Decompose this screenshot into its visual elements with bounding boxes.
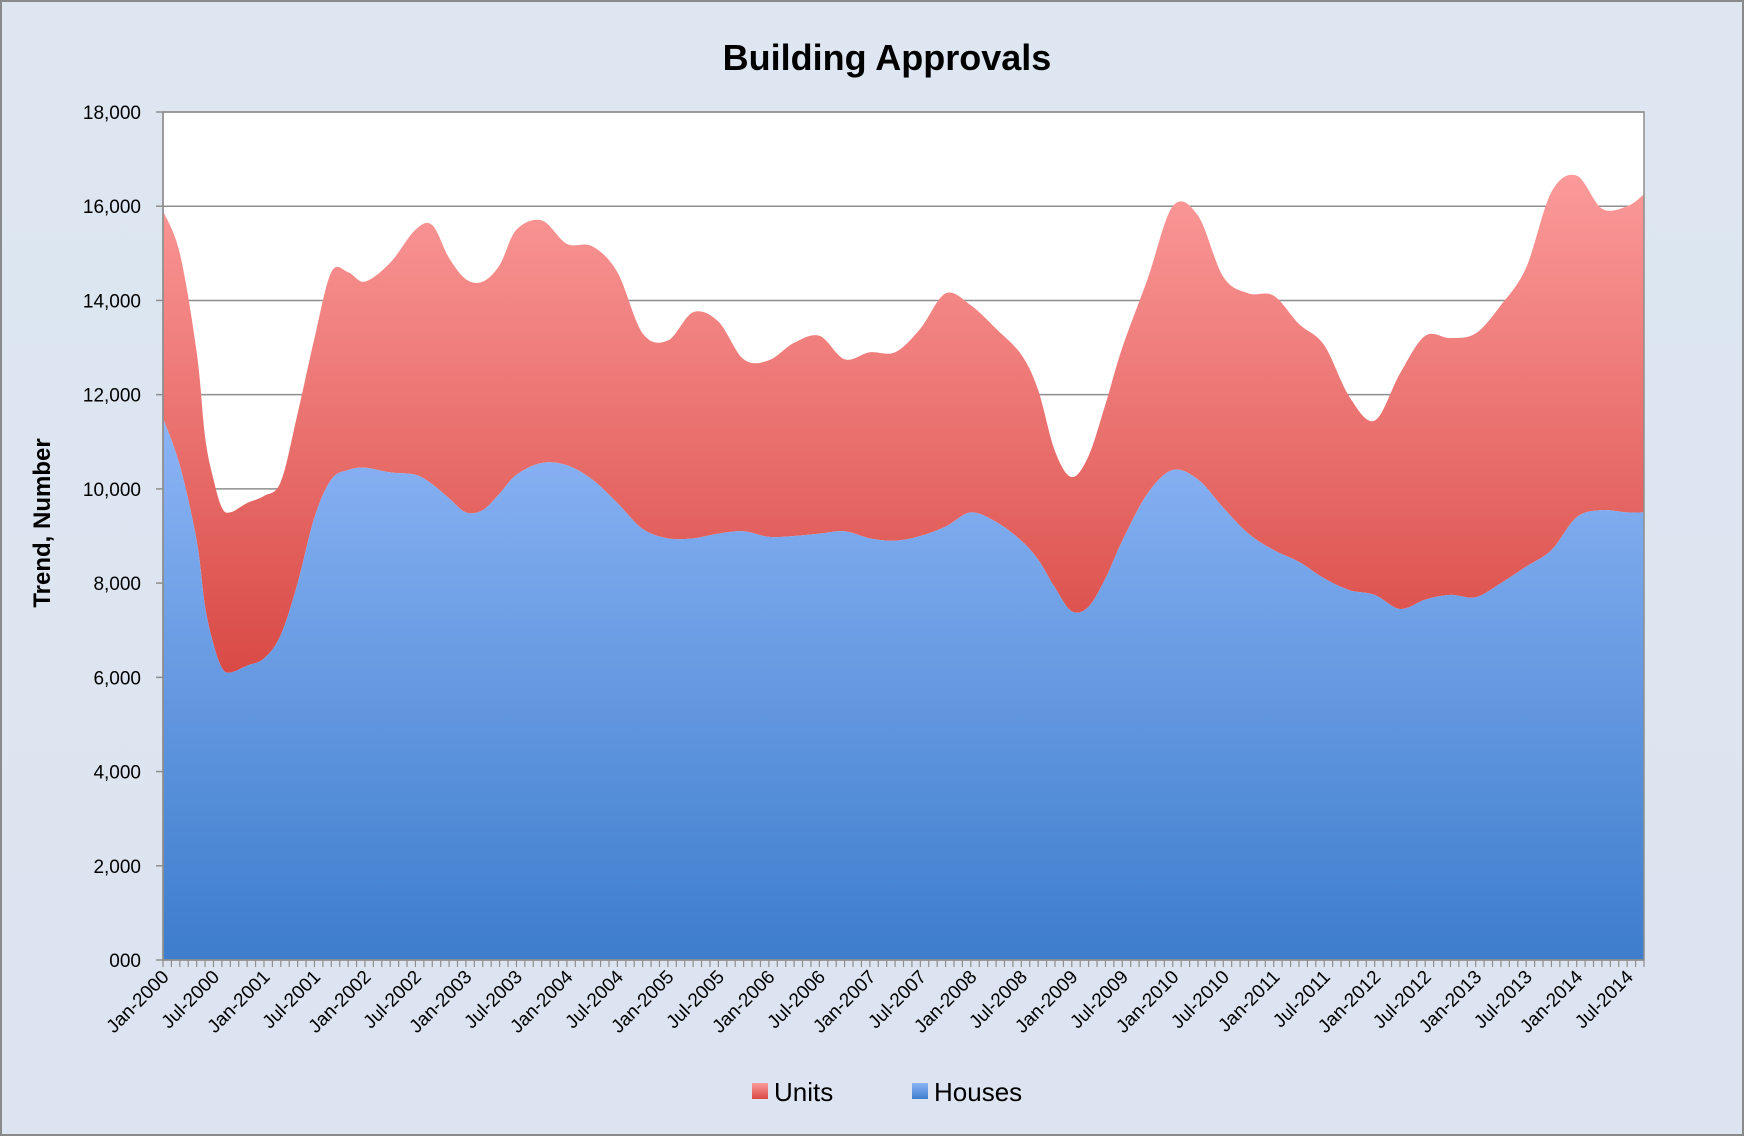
- y-axis-ticks: 000 2,000 4,000 6,000 8,000 10,000 12,000 14,00…: [83, 103, 163, 972]
- y-tick-label: 6,000: [93, 668, 141, 689]
- y-tick-label: 14,000: [83, 291, 141, 312]
- series-areas: [163, 174, 1644, 960]
- legend-label-units: Units: [774, 1077, 833, 1107]
- y-tick-label: 8,000: [93, 574, 141, 595]
- y-axis-title: Trend, Number: [29, 438, 56, 607]
- series-area-houses: [163, 418, 1644, 960]
- y-tick-label: 18,000: [83, 103, 141, 124]
- y-tick-label: 16,000: [83, 197, 141, 218]
- y-tick-label: 000: [109, 951, 141, 972]
- y-tick-label: 2,000: [93, 857, 141, 878]
- series-area-units: [163, 174, 1644, 673]
- legend: Units Houses: [752, 1077, 1022, 1107]
- legend-swatch-houses: [912, 1083, 928, 1099]
- legend-swatch-units: [752, 1083, 768, 1099]
- legend-label-houses: Houses: [934, 1077, 1022, 1107]
- y-tick-label: 4,000: [93, 763, 141, 784]
- y-tick-label: 12,000: [83, 386, 141, 407]
- chart-title: Building Approvals: [723, 37, 1052, 78]
- y-tick-label: 10,000: [83, 480, 141, 501]
